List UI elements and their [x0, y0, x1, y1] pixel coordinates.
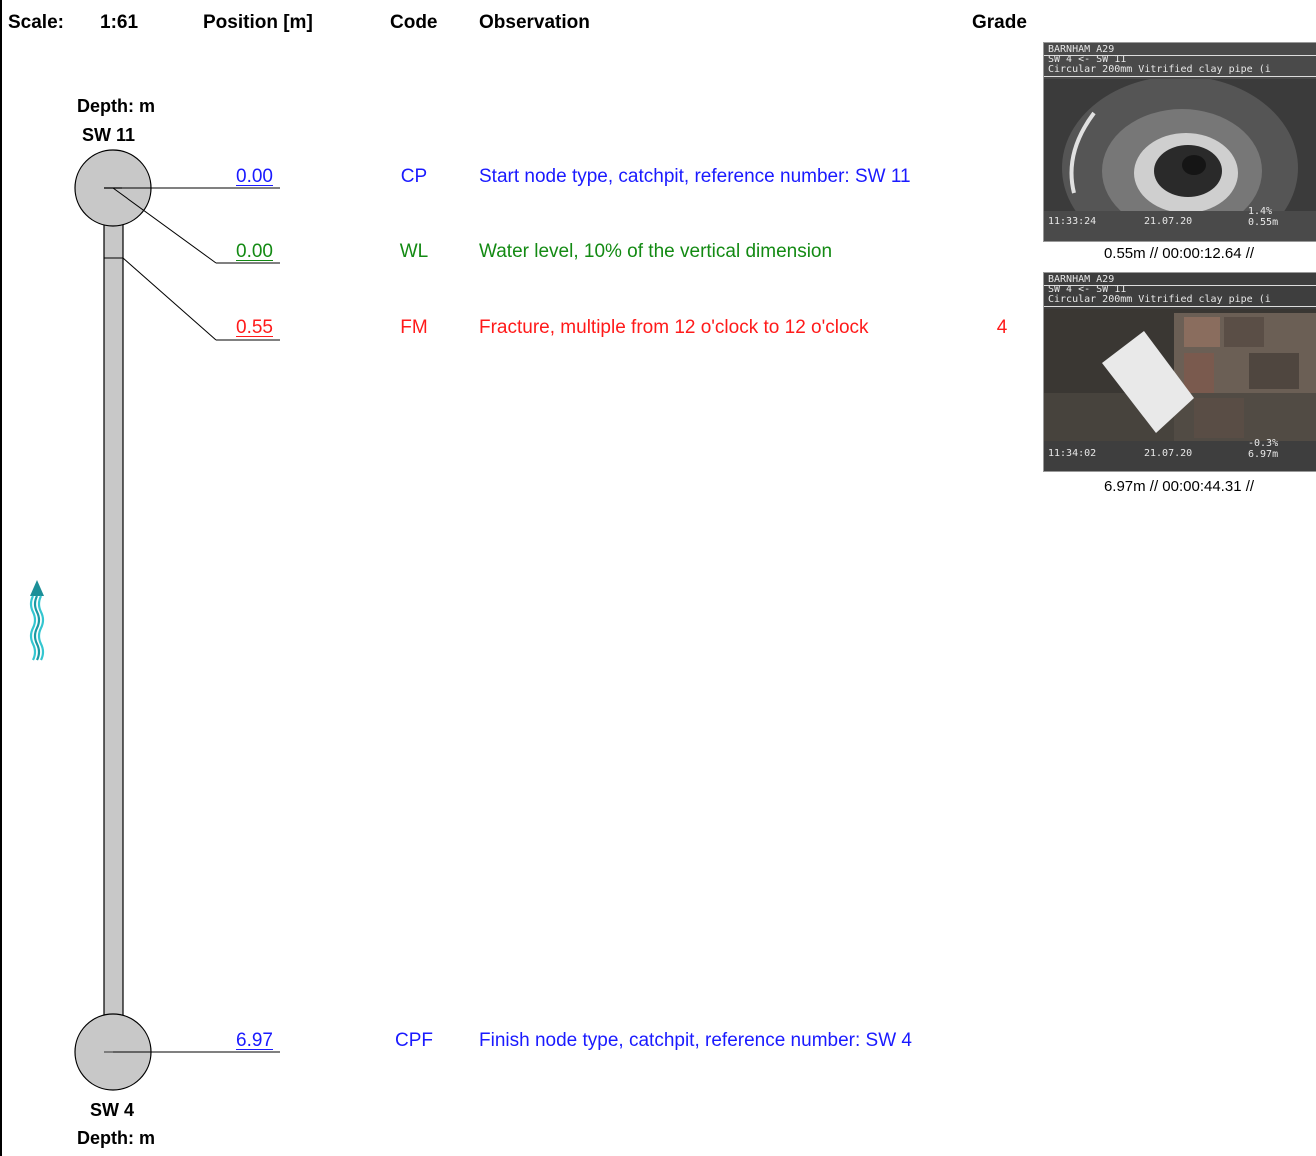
code-cp: CP — [400, 166, 428, 187]
position-wl: 0.00 — [236, 241, 273, 262]
osd-gradient: 1.4% — [1248, 206, 1273, 217]
flow-direction-arrow-icon — [29, 580, 45, 661]
osd-pipe: Circular 200mm Vitrified clay pipe (i — [1048, 64, 1271, 75]
code-cpf: CPF — [395, 1030, 433, 1051]
osd-gradient: -0.3% — [1248, 438, 1279, 449]
finish-depth-label: Depth: m — [77, 1128, 155, 1148]
pipe-body — [103, 209, 124, 1041]
observation-cp: Start node type, catchpit, reference num… — [479, 166, 911, 187]
start-node-name: SW 11 — [82, 125, 136, 145]
osd-date: 21.07.20 — [1144, 448, 1193, 459]
leader-line-fm — [122, 257, 217, 341]
photo-1-caption: 0.55m // 00:00:12.64 // — [1103, 245, 1255, 262]
position-header: Position [m] — [203, 12, 313, 33]
scale-value: 1:61 — [100, 12, 139, 33]
grade-header: Grade — [972, 12, 1027, 33]
observation-header: Observation — [479, 12, 590, 33]
osd-distance: 6.97m — [1248, 449, 1279, 460]
code-fm: FM — [400, 317, 428, 338]
photo-2-caption: 6.97m // 00:00:44.31 // — [1103, 478, 1255, 495]
leader-line-wl — [112, 187, 217, 264]
osd-title: BARNHAM A29 — [1048, 44, 1115, 55]
code-header: Code — [390, 12, 438, 33]
osd-time: 11:34:02 — [1048, 448, 1097, 459]
finish-node-name: SW 4 — [90, 1100, 135, 1120]
grade-fm: 4 — [996, 317, 1008, 338]
osd-distance: 0.55m — [1248, 217, 1279, 228]
position-cpf: 6.97 — [236, 1030, 273, 1051]
osd-pipe: Circular 200mm Vitrified clay pipe (i — [1048, 294, 1271, 305]
observation-fm: Fracture, multiple from 12 o'clock to 12… — [479, 317, 869, 338]
position-fm: 0.55 — [236, 317, 273, 338]
osd-time: 11:33:24 — [1048, 216, 1097, 227]
code-wl: WL — [399, 241, 429, 262]
observation-wl: Water level, 10% of the vertical dimensi… — [479, 241, 833, 262]
cctv-photo-1[interactable]: BARNHAM A29 SW 4 <- SW 11 Circular 200mm… — [1043, 42, 1316, 242]
page-border — [0, 0, 2, 1156]
scale-label: Scale: — [8, 12, 64, 33]
osd-date: 21.07.20 — [1144, 216, 1193, 227]
position-cp: 0.00 — [236, 166, 273, 187]
cctv-photo-2[interactable]: BARNHAM A29 SW 4 <- SW 11 Circular 200mm… — [1043, 272, 1316, 472]
observation-cpf: Finish node type, catchpit, reference nu… — [479, 1030, 912, 1051]
osd-route: SW 4 <- SW 11 — [1048, 284, 1127, 295]
osd-route: SW 4 <- SW 11 — [1048, 54, 1127, 65]
osd-title: BARNHAM A29 — [1048, 274, 1115, 285]
start-depth-label: Depth: m — [77, 96, 155, 116]
